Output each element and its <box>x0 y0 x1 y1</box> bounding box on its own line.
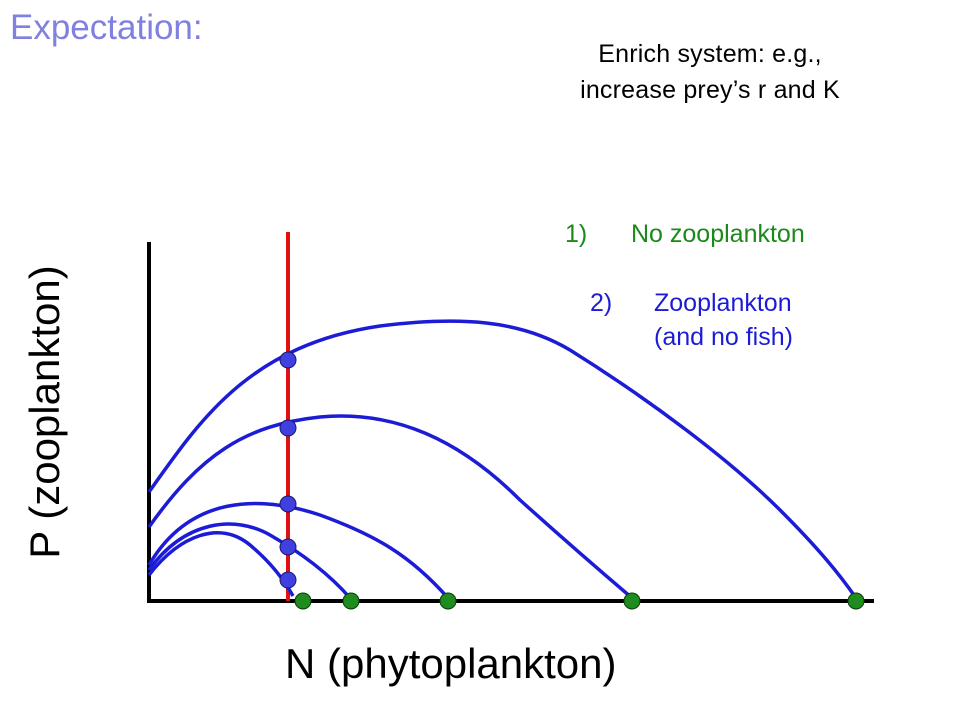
prey-only-equilibrium-point <box>623 592 641 610</box>
heading: Expectation: <box>10 8 203 47</box>
equilibrium-point <box>279 419 297 437</box>
prey-only-equilibrium-point <box>847 592 865 610</box>
enrichment-note: Enrich system: e.g., increase prey’s r a… <box>500 36 920 109</box>
prey-isocline-curve-2 <box>147 522 352 600</box>
equilibrium-point <box>279 571 297 589</box>
prey-isocline-curve-1 <box>147 531 295 597</box>
list-item-line-1: Zooplankton <box>654 289 792 317</box>
list-item-text: Zooplankton (and no fish) <box>654 287 793 355</box>
equilibrium-point <box>279 351 297 369</box>
note-line-1: Enrich system: e.g., <box>598 40 822 68</box>
prey-isocline-curve-4 <box>147 414 634 600</box>
list-item-text: No zooplankton <box>631 220 805 248</box>
list-item-line-2: (and no fish) <box>654 322 793 351</box>
y-axis-label: P (zooplankton) <box>21 265 68 559</box>
list-item-number: 1) <box>565 220 588 248</box>
equilibrium-point <box>279 538 297 556</box>
note-line-2: increase prey’s r and K <box>580 76 840 105</box>
equilibrium-point <box>279 495 297 513</box>
prey-only-equilibrium-point <box>439 592 457 610</box>
x-axis-label: N (phytoplankton) <box>285 640 617 687</box>
prey-only-equilibrium-point <box>342 592 360 610</box>
prey-isocline-curve-3 <box>147 501 450 600</box>
list-item-number: 2) <box>590 289 613 317</box>
prey-only-equilibrium-point <box>294 592 312 610</box>
prey-isocline-curve-5 <box>147 319 858 599</box>
